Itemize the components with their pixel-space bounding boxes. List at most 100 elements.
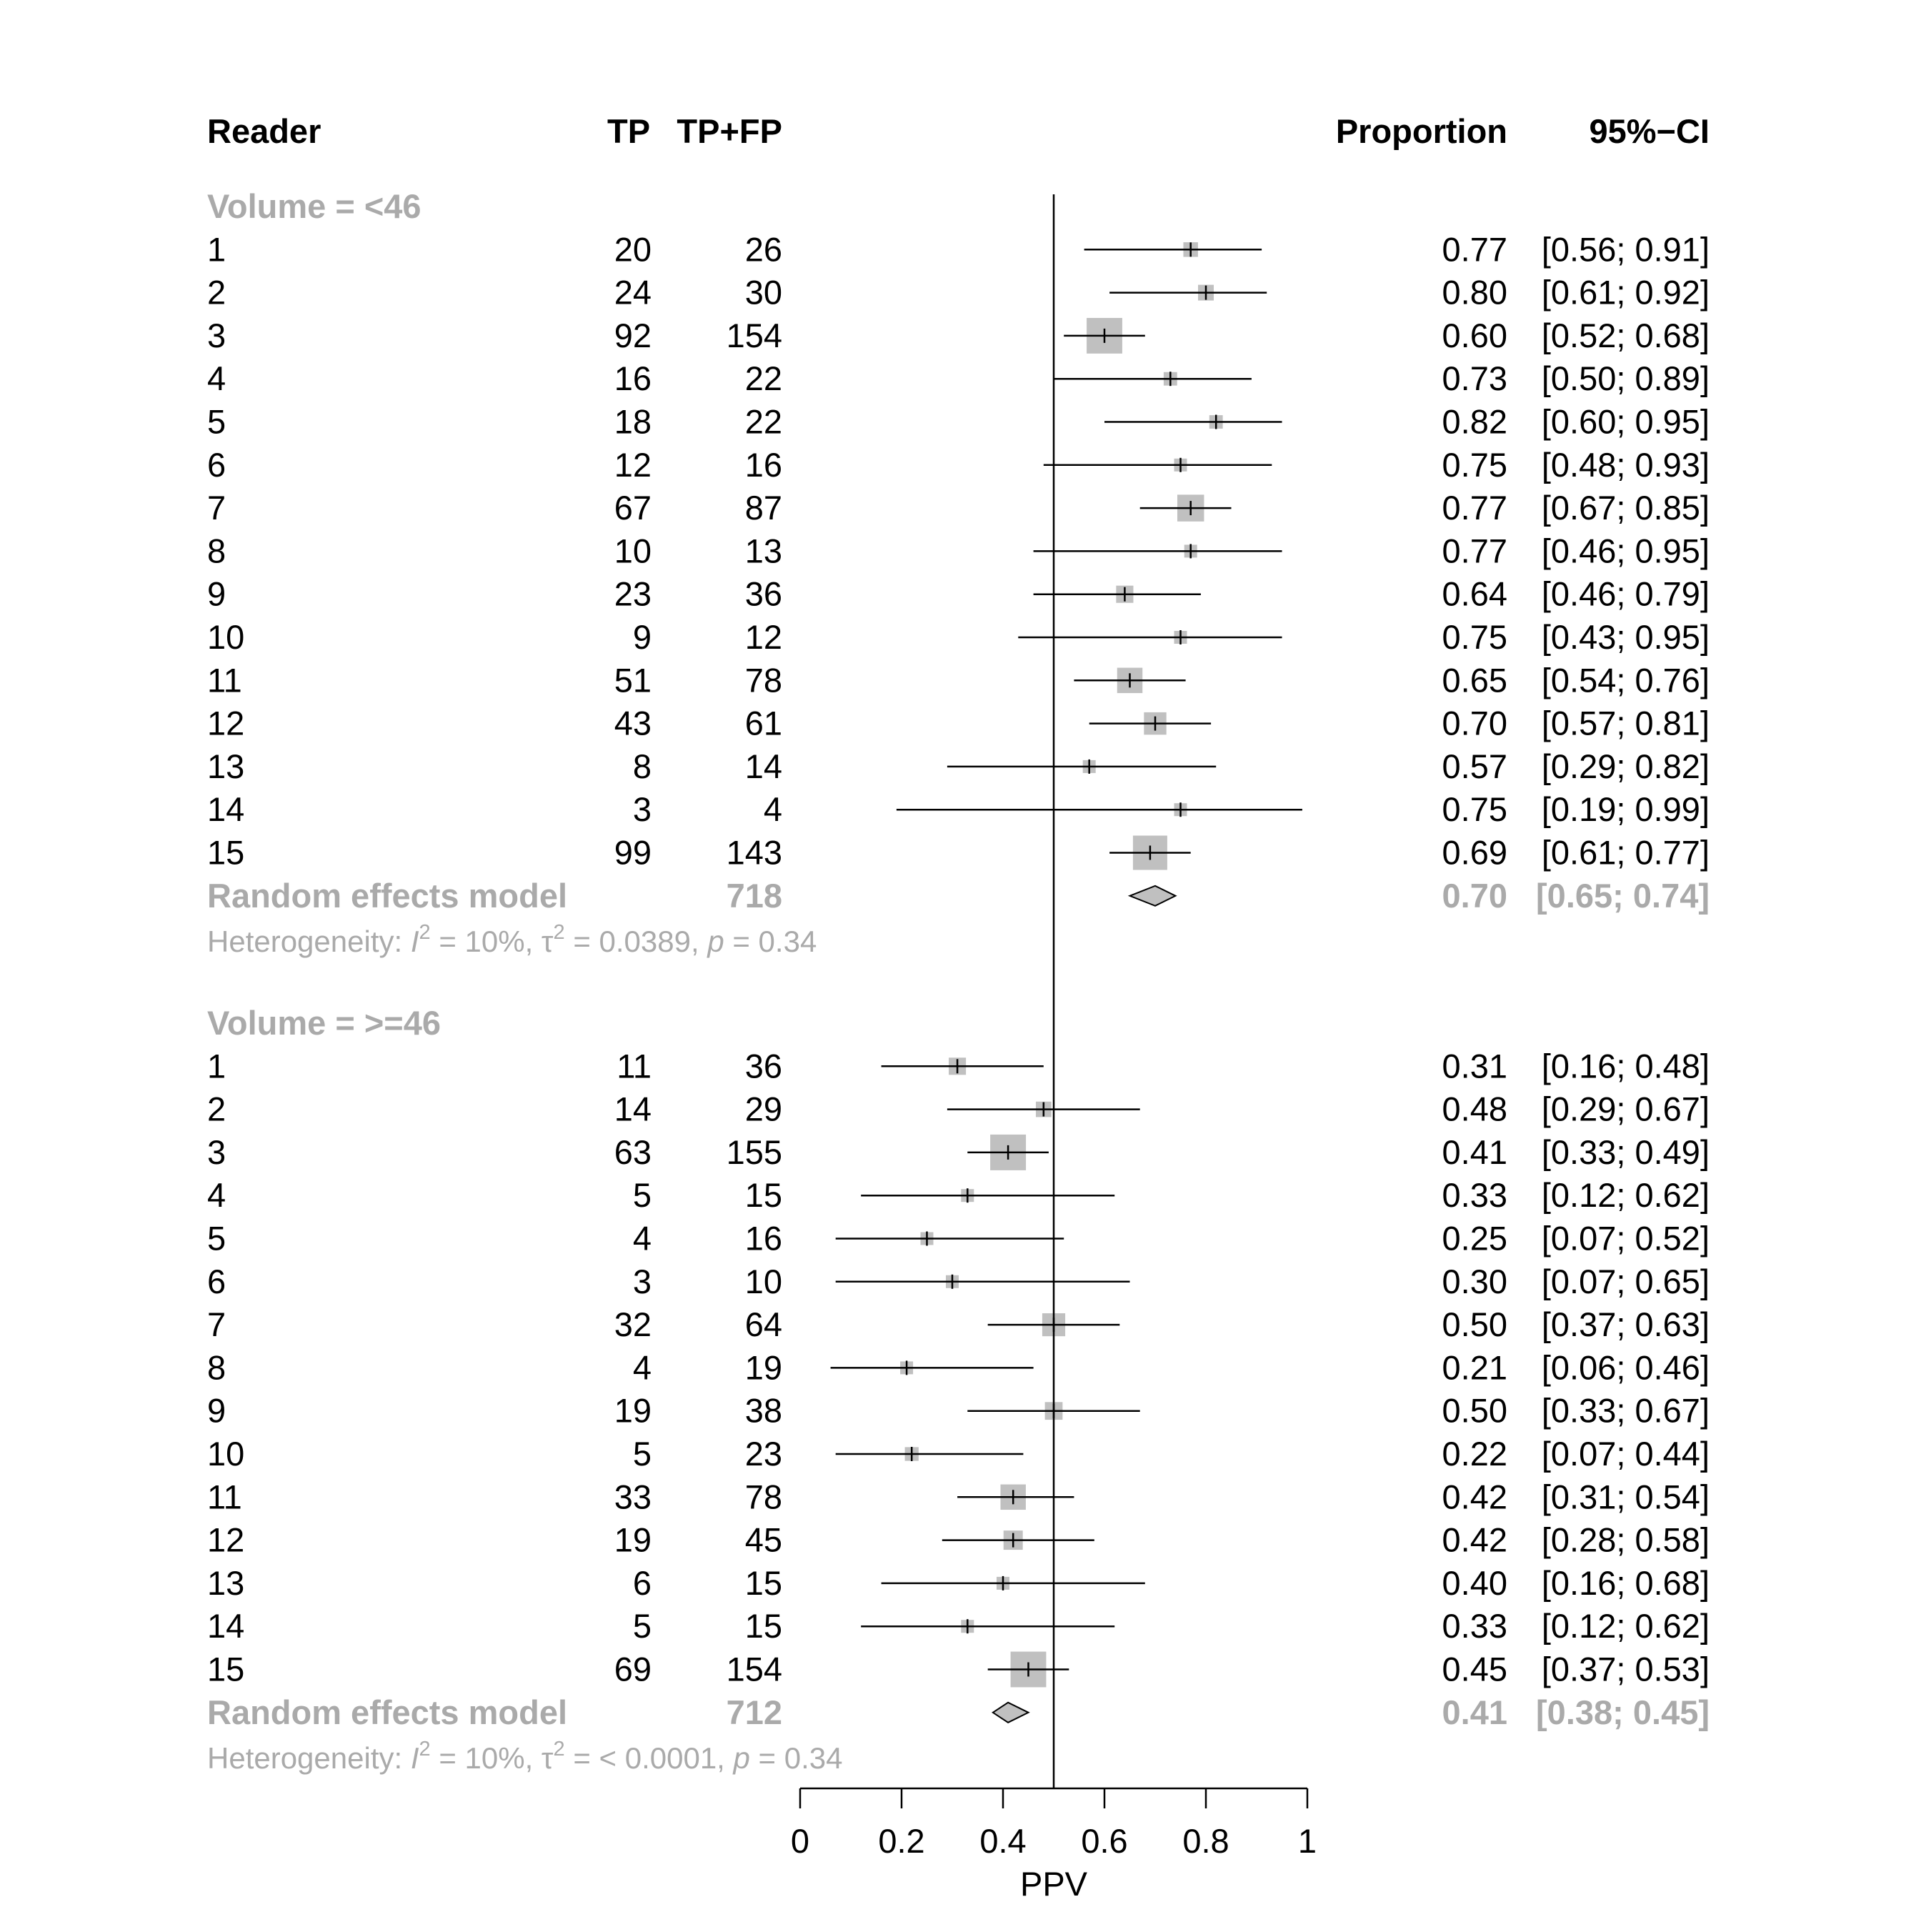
superscript: 2 [419,921,431,944]
study-row: 7 67 87 0.77 [0.67; 0.85] [207,489,1710,527]
reader-label: 8 [207,532,226,569]
pooled-ci: [0.65; 0.74] [1536,877,1710,915]
reader-label: 10 [207,618,244,656]
study-row: 8 4 19 0.21 [0.06; 0.46] [207,1348,1710,1386]
proportion-value: 0.64 [1442,575,1507,613]
tp-value: 19 [614,1392,652,1430]
pooled-total: 718 [727,877,782,915]
ci-value: [0.33; 0.67] [1542,1392,1710,1430]
reader-label: 13 [207,747,244,785]
ci-value: [0.16; 0.48] [1542,1047,1710,1085]
study-row: 5 18 22 0.82 [0.60; 0.95] [207,403,1710,441]
study-row: 9 23 36 0.64 [0.46; 0.79] [207,575,1710,613]
proportion-value: 0.33 [1442,1176,1507,1214]
header-proportion: Proportion [1336,112,1507,150]
tp-fp-value: 13 [745,532,782,569]
tp-value: 5 [633,1176,652,1214]
ci-value: [0.07; 0.44] [1542,1435,1710,1473]
tp-fp-value: 45 [745,1521,782,1559]
reader-label: 9 [207,1392,226,1430]
ci-value: [0.19; 0.99] [1542,790,1710,828]
proportion-value: 0.42 [1442,1521,1507,1559]
reader-label: 11 [207,1478,242,1515]
pooled-diamond [991,1701,1030,1723]
x-tick-label: 0 [791,1822,809,1860]
tp-value: 3 [633,790,652,828]
tp-value: 19 [614,1521,652,1559]
reader-label: 14 [207,1607,244,1645]
study-row: 6 3 10 0.30 [0.07; 0.65] [207,1263,1710,1300]
reader-label: 15 [207,1650,244,1688]
tau2-value: = < 0.0001, [565,1741,734,1775]
subgroup-2: Volume = >=461 11 36 0.31 [0.16; 0.48]2 14 29 0… [207,1004,1710,1775]
tp-value: 12 [614,446,652,484]
study-row: 14 3 4 0.75 [0.19; 0.99] [207,790,1710,828]
tp-fp-value: 15 [745,1564,782,1602]
ci-value: [0.16; 0.68] [1542,1564,1710,1602]
pooled-row: Random effects model 718 0.70 [0.65; 0.74] [207,877,1710,915]
subgroup-1: Volume = <461 20 26 0.77 [0.56; 0.91]2 24 30 0.… [207,187,1710,958]
study-row: 3 92 154 0.60 [0.52; 0.68] [207,317,1710,354]
reader-label: 12 [207,704,244,742]
x-tick-label: 1 [1298,1822,1317,1860]
tau-symbol: τ [542,1741,554,1775]
study-row: 10 5 23 0.22 [0.07; 0.44] [207,1435,1710,1473]
pooled-proportion: 0.41 [1442,1693,1507,1731]
proportion-value: 0.60 [1442,317,1507,354]
ci-value: [0.60; 0.95] [1542,403,1710,441]
subgroup-label: Volume = >=46 [207,1004,441,1042]
heterogeneity-prefix: Heterogeneity: [207,1741,411,1775]
proportion-value: 0.25 [1442,1220,1507,1258]
ci-value: [0.57; 0.81] [1542,704,1710,742]
tp-value: 4 [633,1348,652,1386]
subgroup-label: Volume = <46 [207,187,421,225]
tp-fp-value: 12 [745,618,782,656]
study-row: 3 63 155 0.41 [0.33; 0.49] [207,1133,1710,1171]
reader-label: 15 [207,834,244,872]
ci-value: [0.46; 0.79] [1542,575,1710,613]
header-tp-fp: TP+FP [677,112,782,150]
study-row: 8 10 13 0.77 [0.46; 0.95] [207,532,1710,569]
reader-label: 4 [207,359,226,397]
tp-value: 69 [614,1650,652,1688]
study-row: 7 32 64 0.50 [0.37; 0.63] [207,1305,1710,1343]
heterogeneity-prefix: Heterogeneity: [207,925,411,958]
tp-value: 99 [614,834,652,872]
i2-value: = 10%, [431,1741,542,1775]
ci-value: [0.50; 0.89] [1542,359,1710,397]
tp-fp-value: 36 [745,1047,782,1085]
tp-fp-value: 19 [745,1348,782,1386]
ci-value: [0.07; 0.65] [1542,1263,1710,1300]
tp-fp-value: 154 [727,1650,782,1688]
study-row: 6 12 16 0.75 [0.48; 0.93] [207,446,1710,484]
pooled-label: Random effects model [207,1693,567,1731]
reader-label: 11 [207,661,242,699]
study-row: 15 99 143 0.69 [0.61; 0.77] [207,834,1710,872]
tp-fp-value: 38 [745,1392,782,1430]
ci-value: [0.37; 0.63] [1542,1305,1710,1343]
reader-label: 3 [207,1133,226,1171]
tp-value: 32 [614,1305,652,1343]
proportion-value: 0.40 [1442,1564,1507,1602]
tp-fp-value: 4 [764,790,782,828]
study-row: 2 14 29 0.48 [0.29; 0.67] [207,1090,1710,1128]
header-tp: TP [607,112,650,150]
reader-label: 6 [207,1263,226,1300]
tp-fp-value: 78 [745,1478,782,1515]
header-ci: 95%−CI [1589,112,1710,150]
tp-value: 18 [614,403,652,441]
x-tick-label: 0.2 [878,1822,924,1860]
proportion-value: 0.45 [1442,1650,1507,1688]
proportion-value: 0.80 [1442,274,1507,312]
proportion-value: 0.50 [1442,1392,1507,1430]
study-row: 14 5 15 0.33 [0.12; 0.62] [207,1607,1710,1645]
tp-fp-value: 16 [745,446,782,484]
p-value: = 0.34 [750,1741,843,1775]
tau-symbol: τ [542,925,554,958]
tp-value: 67 [614,489,652,527]
tp-fp-value: 154 [727,317,782,354]
tp-fp-value: 87 [745,489,782,527]
x-axis: 0 0.2 0.4 0.6 0.8 1 PPV [791,194,1317,1903]
tp-fp-value: 143 [727,834,782,872]
